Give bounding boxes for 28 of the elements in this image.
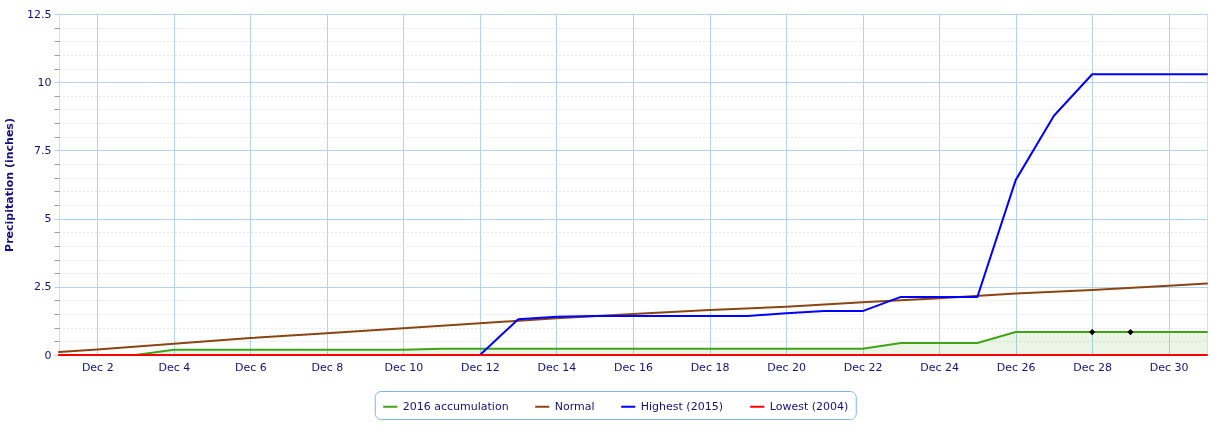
x-tick-label: Dec 18 bbox=[690, 360, 730, 374]
y-tick-label: 7.5 bbox=[34, 143, 52, 157]
x-tick-label: Dec 10 bbox=[384, 360, 424, 374]
y-tick-label: 0 bbox=[44, 348, 52, 362]
legend-label: Lowest (2004) bbox=[769, 399, 849, 413]
x-tick-label: Dec 12 bbox=[461, 360, 500, 374]
legend-label: Highest (2015) bbox=[640, 399, 723, 413]
line-series bbox=[478, 73, 1208, 356]
legend-label: Normal bbox=[554, 399, 595, 413]
x-tick-label: Dec 22 bbox=[843, 360, 883, 374]
x-tick-label: Dec 16 bbox=[614, 360, 653, 374]
x-tick-label: Dec 30 bbox=[1149, 360, 1189, 374]
legend-label: 2016 accumulation bbox=[402, 399, 509, 413]
x-tick-label: Dec 6 bbox=[234, 360, 267, 374]
y-tick-label: 2.5 bbox=[34, 280, 52, 294]
x-tick-label: Dec 20 bbox=[767, 360, 806, 374]
x-tick-label: Dec 24 bbox=[920, 360, 960, 374]
x-tick-label: Dec 14 bbox=[537, 360, 577, 374]
x-tick-label: Dec 28 bbox=[1073, 360, 1113, 374]
y-tick-label: 5 bbox=[44, 212, 52, 226]
y-tick-label: 10 bbox=[37, 75, 52, 89]
line-series bbox=[58, 282, 1208, 353]
x-tick-label: Dec 4 bbox=[158, 360, 191, 374]
x-tick-label: Dec 26 bbox=[996, 360, 1036, 374]
x-tick-label: Dec 8 bbox=[311, 360, 344, 374]
y-axis-title: Precipitation (inches) bbox=[3, 118, 17, 252]
x-tick-label: Dec 2 bbox=[81, 360, 114, 374]
y-tick-label: 12.5 bbox=[27, 7, 52, 21]
